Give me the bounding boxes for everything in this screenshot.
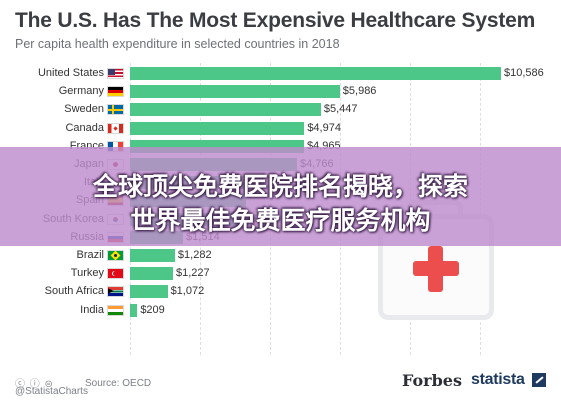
bar xyxy=(130,285,168,299)
bar xyxy=(130,303,138,317)
value-label: $4,974 xyxy=(307,121,341,134)
bar-row: Brazil $1,282 xyxy=(0,248,561,263)
bar-row: Germany $5,986 xyxy=(0,84,561,99)
value-label: $10,586 xyxy=(504,67,544,79)
flag-icon xyxy=(107,104,124,116)
country-label: Brazil xyxy=(76,249,104,261)
bar xyxy=(130,67,501,80)
bar-row: South Africa $1,072 xyxy=(0,284,561,299)
value-label: $5,986 xyxy=(342,85,377,98)
headline-line-2: 世界最佳免费医疗服务机构 xyxy=(130,206,431,235)
flag-icon xyxy=(107,268,124,280)
value-label: $209 xyxy=(140,303,165,316)
flag-icon xyxy=(107,286,124,298)
bar-row: India $209 xyxy=(0,303,561,318)
country-label: South Africa xyxy=(44,285,104,298)
chart-subtitle: Per capita health expenditure in selecte… xyxy=(15,37,340,51)
bar xyxy=(130,267,173,281)
bar-row: United States $10,586 xyxy=(0,66,561,81)
value-label: $1,282 xyxy=(177,249,212,261)
statista-credit: @StatistaCharts xyxy=(15,386,88,397)
headline-line-1: 全球顶尖免费医院排名揭晓，探索 xyxy=(92,172,468,201)
statista-logo: statista xyxy=(471,371,525,388)
flag-icon xyxy=(107,122,124,134)
country-label: Canada xyxy=(65,121,104,134)
source-note: Source: OECD xyxy=(85,378,152,389)
bar xyxy=(130,85,340,99)
statista-logo-mark xyxy=(532,373,546,387)
bar-row: Canada $4,974 xyxy=(0,121,561,136)
flag-icon xyxy=(107,86,124,98)
country-label: Sweden xyxy=(64,103,104,116)
country-label: India xyxy=(80,303,104,316)
bar-row: Turkey $1,227 xyxy=(0,266,561,281)
country-label: Germany xyxy=(58,85,104,98)
flag-icon xyxy=(107,68,124,79)
country-label: United States xyxy=(37,67,104,79)
bar-row: Sweden $5,447 xyxy=(0,102,561,117)
bar xyxy=(130,121,305,135)
chart-title: The U.S. Has The Most Expensive Healthca… xyxy=(15,9,536,32)
value-label: $1,227 xyxy=(176,267,210,280)
bar xyxy=(130,103,321,117)
value-label: $5,447 xyxy=(323,103,358,116)
license-icons: ⓒ ⓘ ⊜ xyxy=(15,379,54,390)
forbes-logo: Forbes xyxy=(402,371,462,390)
headline-overlay: 全球顶尖免费医院排名揭晓，探索 世界最佳免费医疗服务机构 xyxy=(0,147,561,246)
value-label: $1,072 xyxy=(170,285,205,298)
flag-icon xyxy=(107,304,124,316)
flag-icon xyxy=(107,250,124,261)
country-label: Turkey xyxy=(70,267,104,280)
bar xyxy=(130,249,175,262)
